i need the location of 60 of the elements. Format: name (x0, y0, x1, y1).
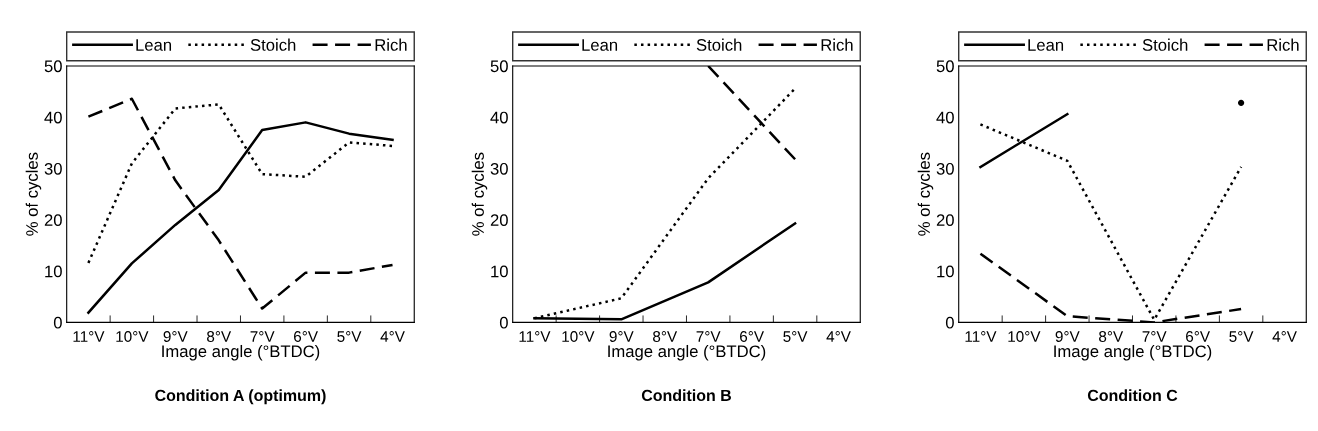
y-tick-label: 0 (499, 316, 508, 329)
x-tick-label: 10°V (116, 331, 149, 342)
y-tick-label: 20 (44, 214, 62, 227)
legend-label: Stoich (250, 38, 296, 51)
y-tick-label: 0 (945, 316, 954, 329)
legend-label: Lean (1028, 39, 1064, 51)
x-tick-label: 9°V (163, 331, 188, 342)
y-tick-label: 40 (44, 111, 62, 124)
legend-label: Rich (375, 38, 407, 51)
y-tick-label: 10 (937, 265, 954, 278)
y-tick-label: 50 (490, 60, 508, 73)
legend-label: Stoich (1142, 38, 1188, 51)
x-tick-label: 10°V (1008, 331, 1041, 342)
y-tick-label: 20 (936, 214, 954, 227)
legend-label: Lean (582, 39, 618, 51)
x-tick-label: 4°V (380, 331, 405, 342)
x-tick-label: 6°V (1186, 331, 1210, 342)
x-tick-label: 8°V (207, 331, 232, 342)
x-tick-label: 10°V (562, 331, 595, 342)
x-tick-label: 4°V (826, 331, 851, 342)
y-axis-title: % of cycles (917, 152, 934, 236)
text: Condition B (641, 389, 731, 402)
x-tick-label: 5°V (337, 331, 362, 342)
x-tick-label: 11°V (519, 331, 551, 342)
y-axis-title: % of cycles (25, 152, 42, 236)
legend-label: Lean (136, 39, 172, 51)
legend-label: Rich (1267, 38, 1299, 51)
legend-label: Rich (821, 38, 853, 51)
y-tick-label: 40 (936, 111, 954, 124)
y-tick-label: 40 (490, 111, 508, 124)
x-tick-label: 9°V (609, 331, 634, 342)
x-tick-label: 8°V (1099, 331, 1124, 342)
y-tick-label: 20 (490, 214, 508, 227)
x-axis-title: Image angle (°BTDC) (1054, 344, 1212, 361)
y-tick-label: 50 (44, 60, 62, 73)
x-tick-label: 11°V (965, 331, 997, 342)
y-tick-label: 30 (936, 162, 954, 175)
y-tick-label: 10 (45, 265, 62, 278)
x-tick-label: 6°V (740, 331, 764, 342)
text: Condition A (optimum) (155, 389, 326, 405)
x-tick-label: 9°V (1055, 331, 1080, 342)
legend-label: Stoich (696, 38, 742, 51)
x-tick-label: 6°V (294, 331, 318, 342)
x-tick-label: 5°V (783, 331, 808, 342)
y-tick-label: 50 (936, 60, 954, 73)
y-tick-label: 10 (491, 265, 508, 278)
y-axis-title: % of cycles (471, 152, 488, 236)
x-tick-label: 11°V (73, 331, 105, 342)
y-tick-label: 30 (490, 162, 508, 175)
text: Condition C (1087, 389, 1178, 402)
y-tick-label: 30 (44, 162, 62, 175)
x-tick-label: 7°V (1142, 331, 1167, 342)
y-tick-label: 0 (53, 316, 62, 329)
x-axis-title: Image angle (°BTDC) (608, 344, 766, 361)
x-tick-label: 4°V (1272, 331, 1297, 342)
x-tick-label: 7°V (696, 331, 721, 342)
x-axis-title: Image angle (°BTDC) (162, 344, 320, 361)
x-tick-label: 8°V (653, 331, 678, 342)
x-tick-label: 5°V (1229, 331, 1254, 342)
x-tick-label: 7°V (250, 331, 275, 342)
